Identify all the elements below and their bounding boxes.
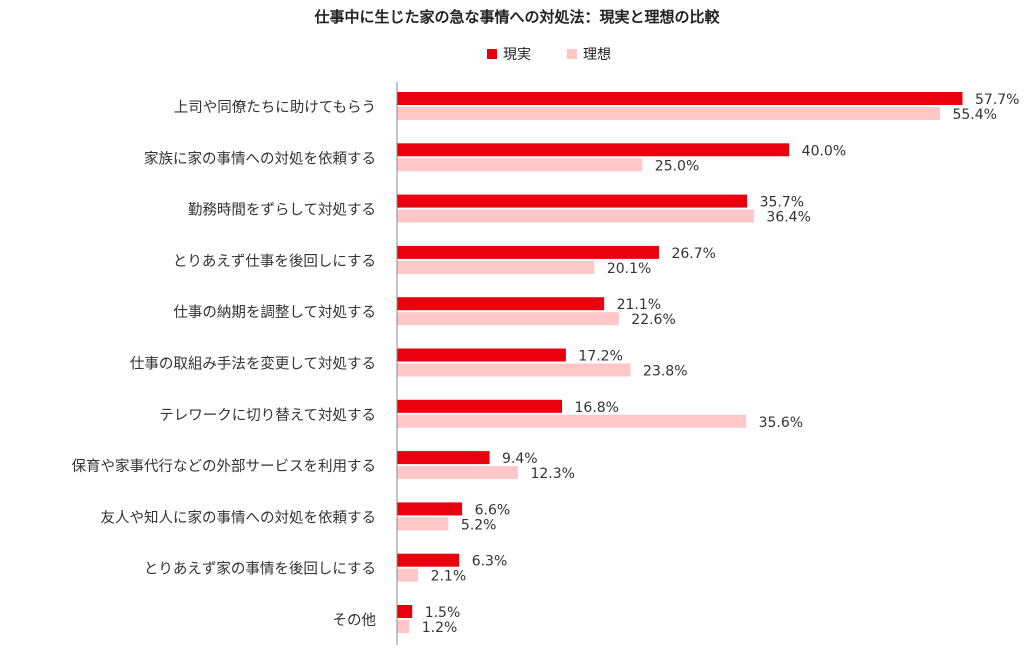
- category-label: テレワークに切り替えて対処する: [159, 407, 376, 424]
- value-label-ideal: 12.3%: [530, 466, 574, 482]
- bar-ideal: [397, 414, 747, 428]
- category-label: 家族に家の事情への対処を依頼する: [144, 150, 376, 167]
- bar-real: [397, 553, 460, 567]
- value-label-real: 57.7%: [975, 92, 1019, 108]
- bar-ideal: [397, 517, 449, 531]
- category-label: その他: [333, 612, 377, 629]
- bar-ideal: [397, 466, 518, 480]
- category-label: 仕事の納期を調整して対処する: [173, 304, 376, 321]
- bar-real: [397, 143, 790, 157]
- category-label: 保育や家事代行などの外部サービスを利用する: [72, 458, 377, 475]
- bar-real: [397, 399, 563, 413]
- value-label-ideal: 1.2%: [422, 620, 458, 636]
- value-label-ideal: 5.2%: [461, 517, 497, 533]
- bar-ideal: [397, 260, 595, 274]
- category-label: とりあえず家の事情を後回しにする: [144, 561, 376, 578]
- legend-item-real: 現実: [487, 44, 531, 64]
- bar-real: [397, 605, 413, 618]
- bar-ideal: [397, 158, 643, 172]
- value-label-real: 35.7%: [760, 195, 804, 211]
- legend-label-real: 現実: [503, 47, 531, 63]
- bar-ideal: [397, 568, 419, 582]
- legend-swatch-ideal: [567, 49, 577, 59]
- value-label-ideal: 20.1%: [607, 261, 651, 277]
- chart-legend: 現実 理想: [487, 44, 647, 64]
- legend-item-ideal: 理想: [567, 44, 611, 64]
- bar-ideal: [397, 209, 754, 223]
- value-label-ideal: 36.4%: [766, 210, 810, 226]
- bar-real: [397, 348, 566, 362]
- category-label: 友人や知人に家の事情への対処を依頼する: [101, 509, 377, 526]
- legend-label-ideal: 理想: [583, 47, 611, 63]
- category-label: 勤務時間をずらして対処する: [188, 202, 376, 219]
- value-label-ideal: 22.6%: [631, 312, 675, 328]
- value-label-ideal: 2.1%: [431, 569, 467, 585]
- value-label-real: 16.8%: [575, 400, 619, 416]
- bar-real: [397, 297, 605, 311]
- value-label-ideal: 55.4%: [952, 107, 996, 123]
- category-label: 仕事の取組み手法を変更して対処する: [130, 356, 376, 373]
- category-label: 上司や同僚たちに助けてもらう: [174, 99, 376, 116]
- bar-ideal: [397, 312, 619, 326]
- bar-ideal: [397, 107, 940, 120]
- value-label-ideal: 23.8%: [643, 364, 687, 380]
- value-label-real: 9.4%: [502, 451, 538, 467]
- bar-real: [397, 502, 463, 516]
- bar-real: [397, 92, 963, 105]
- value-label-ideal: 35.6%: [759, 415, 803, 431]
- value-label-ideal: 25.0%: [655, 158, 699, 174]
- value-label-real: 6.3%: [472, 554, 508, 570]
- chart-title: 仕事中に生じた家の急な事情への対処法：現実と理想の比較: [314, 8, 720, 26]
- bar-real: [397, 245, 659, 259]
- value-label-real: 26.7%: [671, 246, 715, 262]
- value-label-real: 40.0%: [802, 143, 846, 159]
- value-label-real: 1.5%: [425, 605, 461, 621]
- value-label-real: 6.6%: [475, 502, 511, 518]
- category-label: とりあえず仕事を後回しにする: [173, 253, 376, 270]
- value-label-real: 17.2%: [578, 349, 622, 365]
- legend-swatch-real: [487, 49, 497, 59]
- bar-real: [397, 194, 748, 208]
- bar-real: [397, 451, 490, 465]
- bar-ideal: [397, 620, 410, 633]
- value-label-real: 21.1%: [617, 297, 661, 313]
- bar-ideal: [397, 363, 631, 377]
